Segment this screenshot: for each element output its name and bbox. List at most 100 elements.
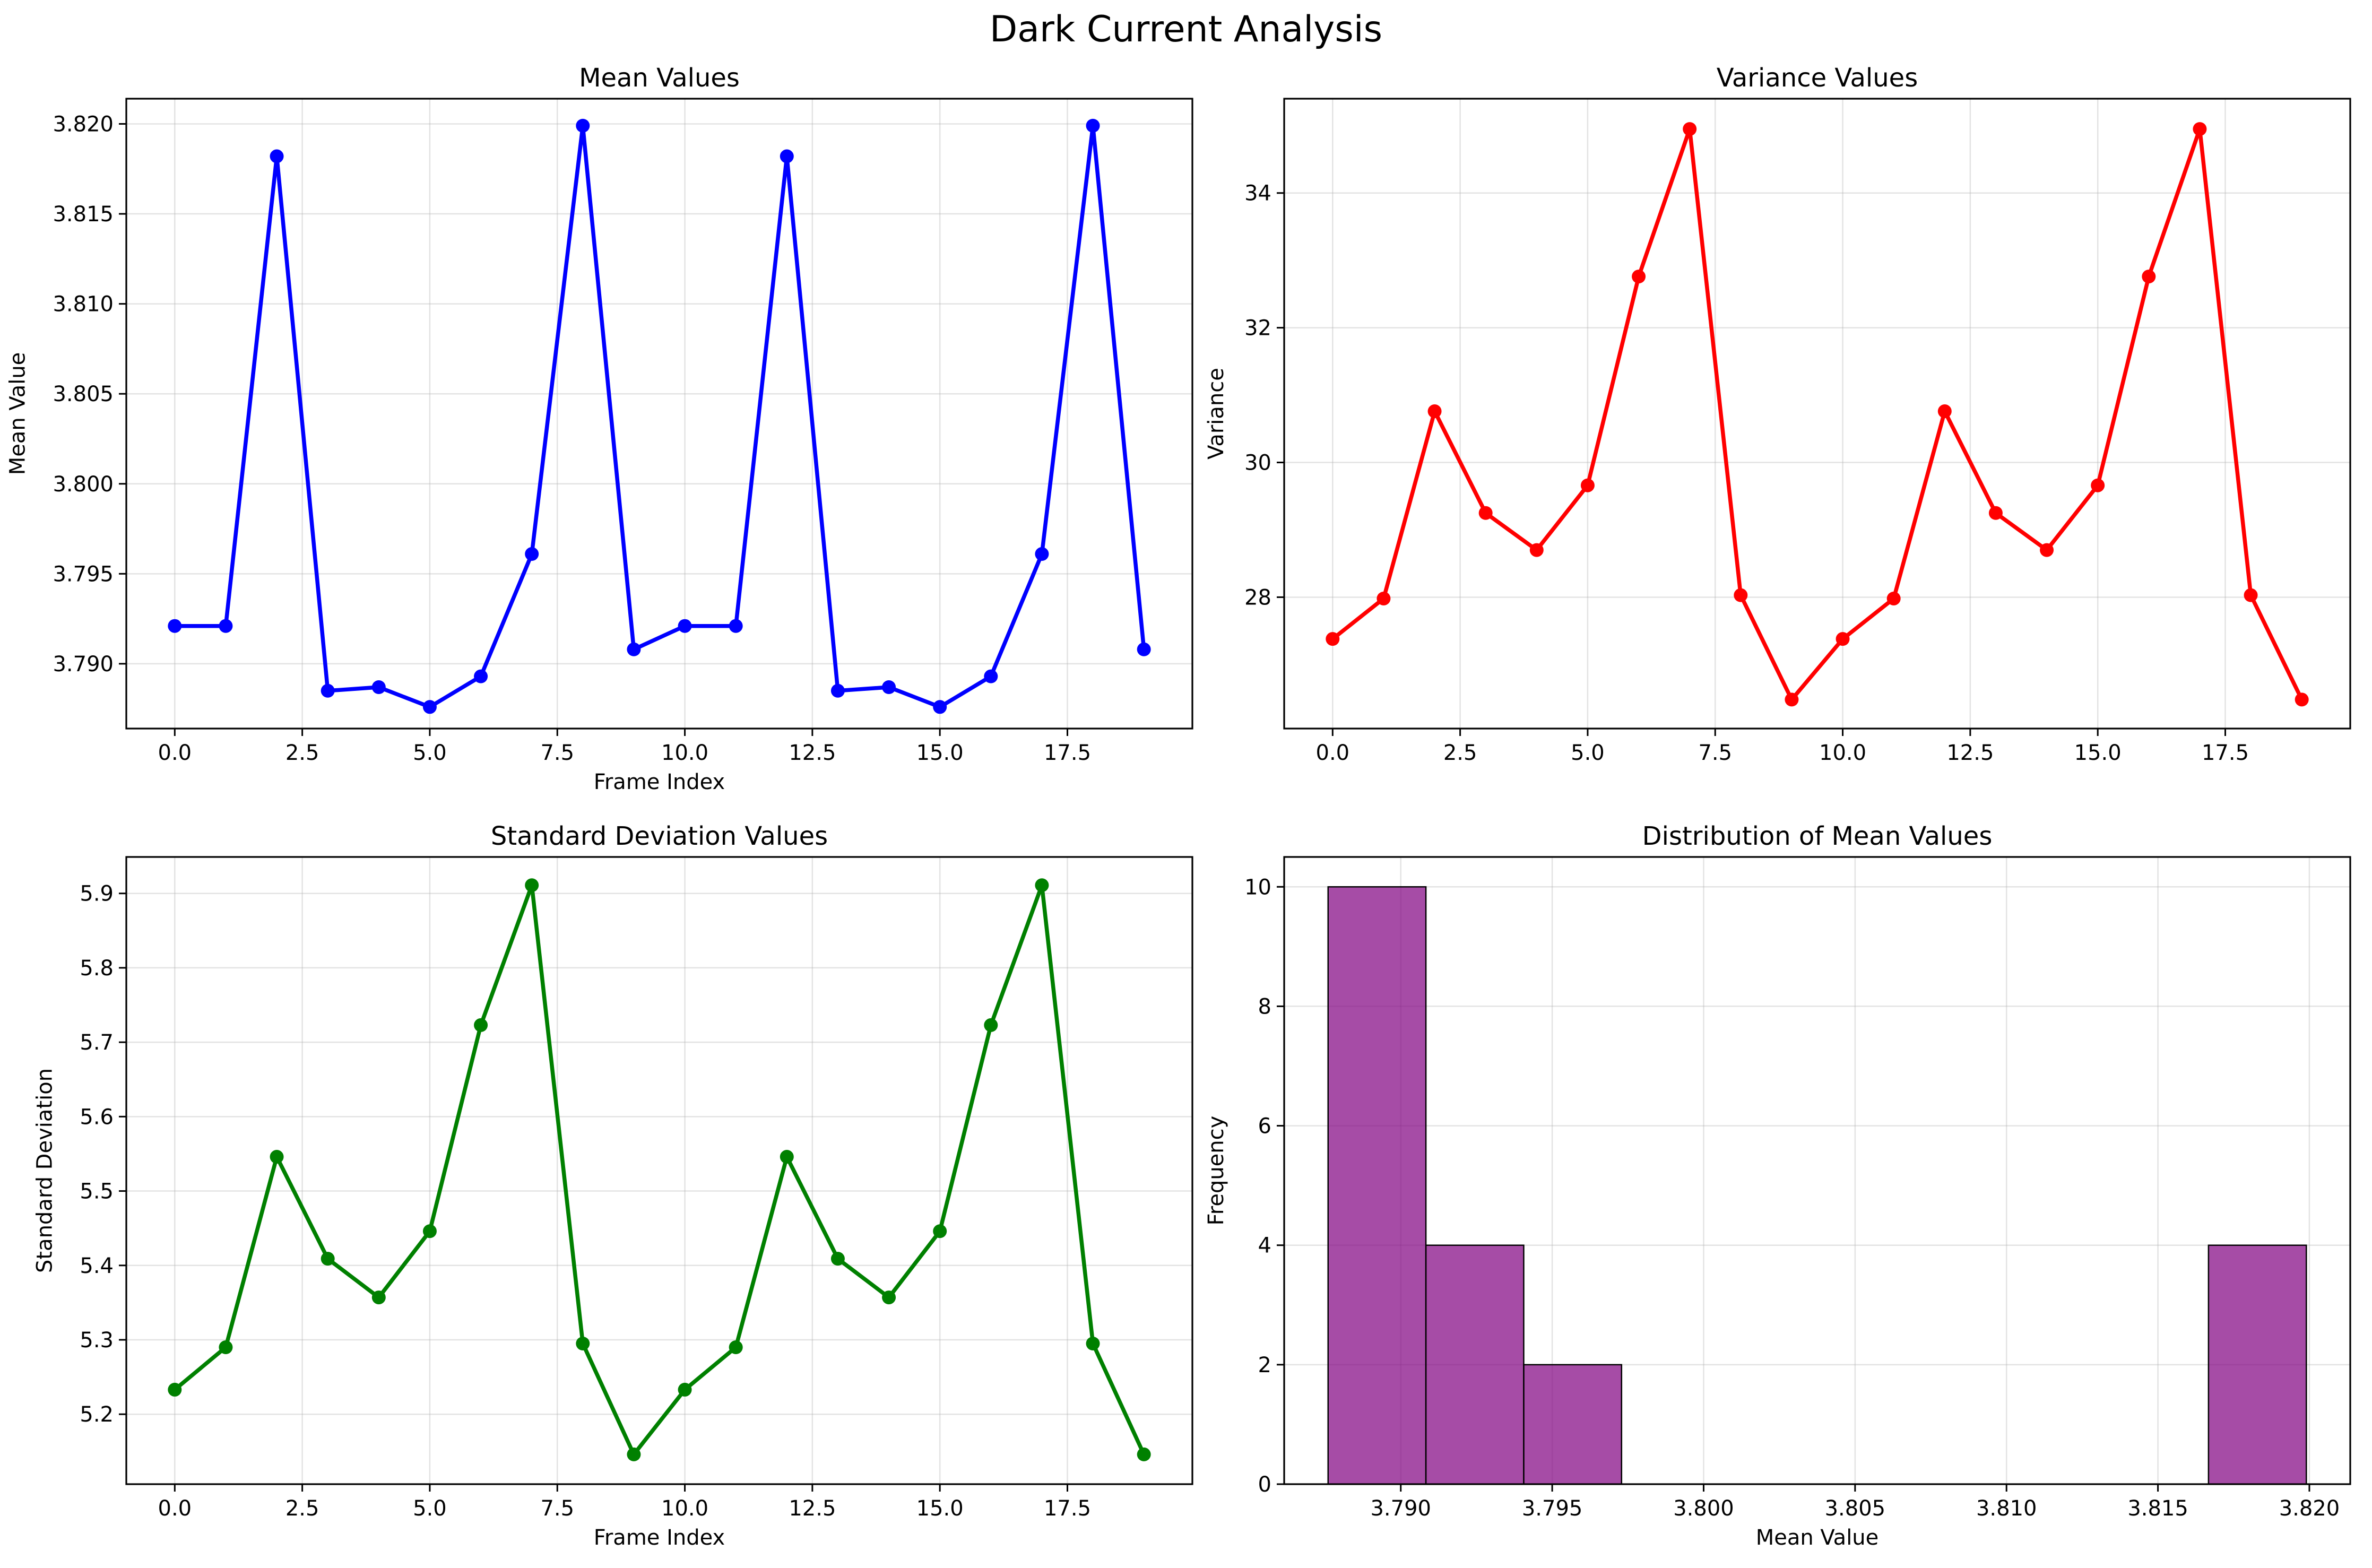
data-point	[1326, 632, 1340, 646]
histogram-bar	[1425, 1244, 1525, 1485]
y-tick-label: 10	[1244, 875, 1271, 899]
variance-values-chart: 0.0 2.5 5.0 7.5 10.0 12.5 15.0 17.5 28 30 32 34 Vari…	[1204, 63, 2351, 765]
data-point	[984, 669, 998, 683]
y-tick-label: 0	[1258, 1472, 1271, 1497]
data-point	[780, 1150, 794, 1164]
chart-title: Variance Values	[1717, 63, 1918, 93]
data-point	[2295, 692, 2309, 707]
data-point	[882, 1290, 896, 1305]
x-tick-label: 15.0	[916, 1496, 964, 1521]
data-point	[1734, 588, 1748, 602]
x-tick-label: 0.0	[158, 741, 192, 765]
data-point	[321, 1252, 335, 1266]
data-point	[1035, 878, 1049, 893]
data-point	[2193, 122, 2207, 136]
data-point	[729, 619, 743, 633]
y-tick-label: 34	[1244, 181, 1271, 206]
chart-title: Standard Deviation Values	[491, 821, 828, 851]
y-tick-label: 3.795	[53, 562, 114, 586]
x-tick-label: 5.0	[413, 741, 447, 765]
data-point	[576, 118, 590, 133]
x-tick-label: 7.5	[540, 741, 574, 765]
y-axis-label: Mean Value	[6, 352, 30, 475]
y-tick-label: 5.7	[80, 1030, 114, 1055]
data-point	[1086, 1336, 1100, 1350]
data-point	[1427, 404, 1442, 419]
data-point	[1886, 591, 1901, 605]
y-axis-label: Variance	[1204, 368, 1228, 460]
x-tick-label: 2.5	[285, 1496, 319, 1521]
data-point	[1988, 506, 2003, 520]
x-tick-label: 12.5	[789, 1496, 836, 1521]
x-tick-label: 5.0	[413, 1496, 447, 1521]
data-point	[984, 1018, 998, 1032]
series-line	[175, 124, 1146, 709]
data-point	[474, 669, 488, 683]
data-point	[2091, 478, 2105, 492]
mean-values-chart: 0.0 2.5 5.0 7.5 10.0 12.5 15.0 17.5 3.790 3.795 3.…	[6, 63, 1193, 794]
x-tick-label: 3.800	[1673, 1496, 1734, 1521]
y-tick-label: 3.815	[53, 202, 114, 227]
data-point	[933, 1224, 947, 1238]
data-point	[678, 1382, 692, 1397]
x-tick-label: 2.5	[1443, 741, 1477, 765]
data-point	[1683, 122, 1697, 136]
x-tick-label: 2.5	[285, 741, 319, 765]
y-tick-label: 3.810	[53, 292, 114, 317]
chart-title: Mean Values	[579, 63, 740, 93]
data-point	[270, 149, 284, 163]
data-point	[422, 1224, 437, 1238]
y-tick-label: 3.820	[53, 112, 114, 136]
y-tick-label: 3.790	[53, 652, 114, 677]
axes-frame	[125, 98, 1193, 730]
x-tick-label: 7.5	[1698, 741, 1732, 765]
data-point	[627, 1447, 641, 1461]
series-line	[173, 883, 1146, 1457]
x-tick-label: 3.810	[1976, 1496, 2037, 1521]
data-point	[1529, 543, 1544, 557]
data-point	[1377, 591, 1391, 605]
data-point	[1785, 692, 1799, 707]
data-point	[219, 619, 233, 633]
data-point	[576, 1336, 590, 1350]
y-tick-label: 6	[1258, 1114, 1271, 1139]
histogram-bar	[2207, 1244, 2307, 1485]
y-tick-label: 5.5	[80, 1180, 114, 1204]
y-tick-label: 5.3	[80, 1328, 114, 1353]
x-tick-label: 10.0	[661, 741, 708, 765]
y-tick-label: 3.805	[53, 382, 114, 406]
data-point	[933, 700, 947, 714]
axes-frame	[125, 856, 1193, 1485]
x-tick-label: 3.815	[2127, 1496, 2188, 1521]
y-tick-label: 5.6	[80, 1105, 114, 1129]
data-point	[270, 1150, 284, 1164]
data-point	[1937, 404, 1952, 419]
x-tick-label: 3.805	[1825, 1496, 1886, 1521]
x-tick-label: 5.0	[1571, 741, 1605, 765]
y-tick-label: 5.4	[80, 1254, 114, 1278]
data-point	[525, 878, 539, 893]
data-point	[371, 680, 386, 694]
y-tick-label: 30	[1244, 451, 1271, 475]
x-axis-label: Frame Index	[594, 770, 725, 794]
data-point	[1086, 118, 1100, 133]
y-tick-label: 5.9	[80, 882, 114, 906]
data-point	[2040, 543, 2054, 557]
x-tick-label: 17.5	[1044, 741, 1091, 765]
data-point	[168, 1382, 182, 1397]
data-point	[1137, 1447, 1151, 1461]
histogram-bar	[1523, 1364, 1623, 1485]
x-tick-label: 0.0	[1316, 741, 1350, 765]
axes-frame	[1283, 98, 2351, 730]
data-point	[219, 1340, 233, 1355]
y-axis-label: Frequency	[1204, 1116, 1228, 1226]
data-point	[830, 1252, 845, 1266]
x-tick-label: 15.0	[916, 741, 964, 765]
x-tick-label: 10.0	[1819, 741, 1866, 765]
x-tick-label: 12.5	[789, 741, 836, 765]
data-point	[1580, 478, 1595, 492]
x-tick-label: 17.5	[1044, 1496, 1091, 1521]
data-point	[1137, 642, 1151, 656]
data-point	[678, 619, 692, 633]
